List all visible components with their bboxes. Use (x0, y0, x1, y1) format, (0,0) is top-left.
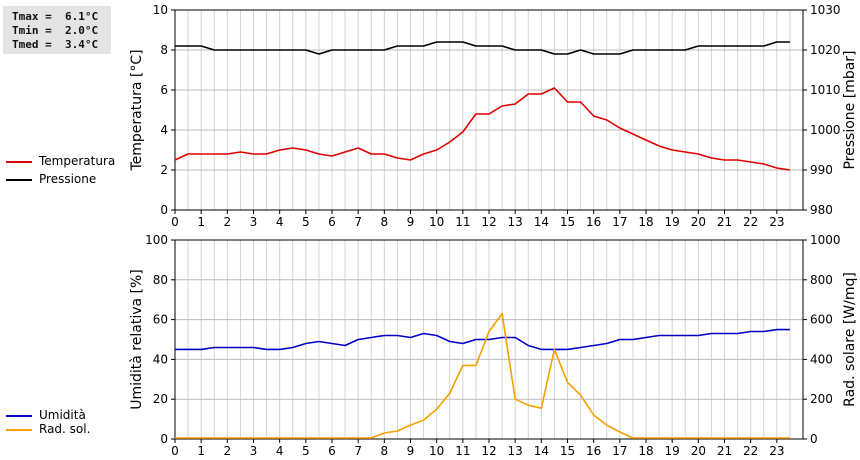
legend-swatch-temperatura (6, 161, 32, 163)
y-tick-label-right: 0 (810, 432, 818, 446)
y-axis-label-right: Pressione [mbar] (842, 50, 858, 169)
x-tick-label: 16 (586, 444, 601, 458)
series-line-temperatura (174, 87, 791, 171)
x-tick-label: 1 (197, 444, 205, 458)
x-tick-label: 23 (769, 444, 784, 458)
x-tick-label: 15 (560, 444, 575, 458)
legend-swatch-umidita (6, 415, 32, 417)
x-tick-label: 11 (455, 215, 470, 229)
y-tick-label-right: 800 (810, 273, 833, 287)
x-tick-label: 2 (224, 215, 232, 229)
x-tick-label: 6 (328, 444, 336, 458)
stats-box: Tmax = 6.1°C Tmin = 2.0°C Tmed = 3.4°C (3, 6, 111, 54)
y-tick-label-left: 80 (153, 273, 168, 287)
y-tick-label-right: 980 (810, 203, 833, 217)
tmax-stat: Tmax = 6.1°C (12, 10, 99, 23)
y-tick-label-right: 200 (810, 392, 833, 406)
y-tick-label-right: 1000 (810, 123, 841, 137)
series-line-umidit- (175, 328, 790, 351)
y-tick-label-left: 20 (153, 392, 168, 406)
x-tick-label: 22 (743, 444, 758, 458)
x-tick-label: 7 (354, 215, 362, 229)
x-tick-label: 14 (534, 444, 549, 458)
x-tick-label: 18 (638, 215, 653, 229)
x-tick-label: 17 (612, 444, 627, 458)
y-tick-label-right: 990 (810, 163, 833, 177)
chart-panel-0: 0 1 2 3 4 5 6 7 8 9 10 11 12 13 14 15 16 17 18 19 20 21 22 2302… (129, 3, 858, 229)
x-tick-label: 16 (586, 215, 601, 229)
legend-label-rad-sol: Rad. sol. (39, 422, 91, 436)
x-tick-label: 13 (508, 444, 523, 458)
x-tick-label: 4 (276, 215, 284, 229)
y-axis-label-right: Rad. solare [W/mq] (842, 272, 858, 407)
x-tick-label: 14 (534, 215, 549, 229)
y-axis-label-left: Temperatura [°C] (129, 49, 145, 171)
x-tick-label: 7 (354, 444, 362, 458)
x-tick-label: 10 (429, 444, 444, 458)
y-tick-label-right: 1000 (810, 233, 841, 247)
x-tick-label: 19 (665, 215, 680, 229)
y-tick-label-right: 1030 (810, 3, 841, 17)
x-tick-label: 12 (481, 444, 496, 458)
x-tick-label: 20 (691, 444, 706, 458)
x-tick-label: 0 (171, 444, 179, 458)
y-tick-label-left: 6 (160, 83, 168, 97)
x-tick-label: 15 (560, 215, 575, 229)
y-tick-label-left: 100 (145, 233, 168, 247)
x-tick-label: 6 (328, 215, 336, 229)
tmed-stat: Tmed = 3.4°C (12, 38, 99, 51)
x-tick-label: 2 (224, 444, 232, 458)
x-tick-label: 9 (407, 444, 415, 458)
y-tick-label-left: 0 (160, 203, 168, 217)
x-tick-label: 3 (250, 215, 258, 229)
x-tick-label: 5 (302, 444, 310, 458)
y-tick-label-left: 8 (160, 43, 168, 57)
y-tick-label-right: 1020 (810, 43, 841, 57)
legend-swatch-rad-sol (6, 429, 32, 431)
y-tick-label-left: 60 (153, 313, 168, 327)
y-tick-label-right: 600 (810, 313, 833, 327)
legend-label-pressione: Pressione (39, 172, 97, 186)
x-tick-label: 18 (638, 444, 653, 458)
x-tick-label: 3 (250, 444, 258, 458)
legend-swatch-pressione (6, 179, 32, 181)
series-line-rad-sol- (175, 312, 790, 439)
x-tick-label: 21 (717, 444, 732, 458)
x-tick-label: 21 (717, 215, 732, 229)
x-tick-label: 11 (455, 444, 470, 458)
legend-label-temperatura: Temperatura (39, 154, 116, 168)
y-axis-label-left: Umidità relativa [%] (129, 269, 145, 410)
x-tick-label: 13 (508, 215, 523, 229)
x-tick-label: 5 (302, 215, 310, 229)
x-tick-label: 12 (481, 215, 496, 229)
y-tick-label-left: 0 (160, 432, 168, 446)
x-tick-label: 20 (691, 215, 706, 229)
x-tick-label: 22 (743, 215, 758, 229)
x-tick-label: 4 (276, 444, 284, 458)
x-tick-label: 9 (407, 215, 415, 229)
tmin-stat: Tmin = 2.0°C (12, 24, 99, 37)
series-line-pressione (175, 41, 790, 55)
x-tick-label: 17 (612, 215, 627, 229)
chart-panel-1: 0 1 2 3 4 5 6 7 8 9 10 11 12 13 14 15 16 17 18 19 20 21 22 2302… (129, 233, 858, 458)
x-tick-label: 10 (429, 215, 444, 229)
legend-label-umidita: Umidità (39, 408, 86, 422)
x-tick-label: 19 (665, 444, 680, 458)
y-tick-label-right: 400 (810, 352, 833, 366)
y-tick-label-right: 1010 (810, 83, 841, 97)
y-tick-label-left: 10 (153, 3, 168, 17)
y-tick-label-left: 2 (160, 163, 168, 177)
x-tick-label: 8 (381, 215, 389, 229)
y-tick-label-left: 4 (160, 123, 168, 137)
x-tick-label: 0 (171, 215, 179, 229)
y-tick-label-left: 40 (153, 352, 168, 366)
x-tick-label: 8 (381, 444, 389, 458)
x-tick-label: 1 (197, 215, 205, 229)
x-tick-label: 23 (769, 215, 784, 229)
